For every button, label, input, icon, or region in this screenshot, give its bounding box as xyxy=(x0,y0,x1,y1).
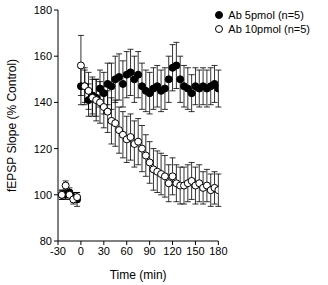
svg-text:80: 80 xyxy=(40,235,52,247)
svg-text:90: 90 xyxy=(144,245,156,257)
svg-text:160: 160 xyxy=(34,50,52,62)
svg-text:180: 180 xyxy=(209,245,227,257)
svg-text:0: 0 xyxy=(78,245,84,257)
svg-text:180: 180 xyxy=(34,4,52,16)
svg-text:120: 120 xyxy=(34,143,52,155)
svg-text:-30: -30 xyxy=(50,245,66,257)
svg-text:150: 150 xyxy=(186,245,204,257)
html-text:Ab 10pmol (n=5): Ab 10pmol (n=5) xyxy=(228,23,310,35)
svg-text:Time (min): Time (min) xyxy=(110,268,167,282)
svg-text:30: 30 xyxy=(98,245,110,257)
svg-text:60: 60 xyxy=(121,245,133,257)
svg-text:100: 100 xyxy=(34,189,52,201)
svg-text:140: 140 xyxy=(34,96,52,108)
svg-text:120: 120 xyxy=(163,245,181,257)
html-text:Ab 5pmol (n=5): Ab 5pmol (n=5) xyxy=(228,9,304,21)
svg-text:fEPSP Slope (% Control): fEPSP Slope (% Control) xyxy=(5,59,19,192)
